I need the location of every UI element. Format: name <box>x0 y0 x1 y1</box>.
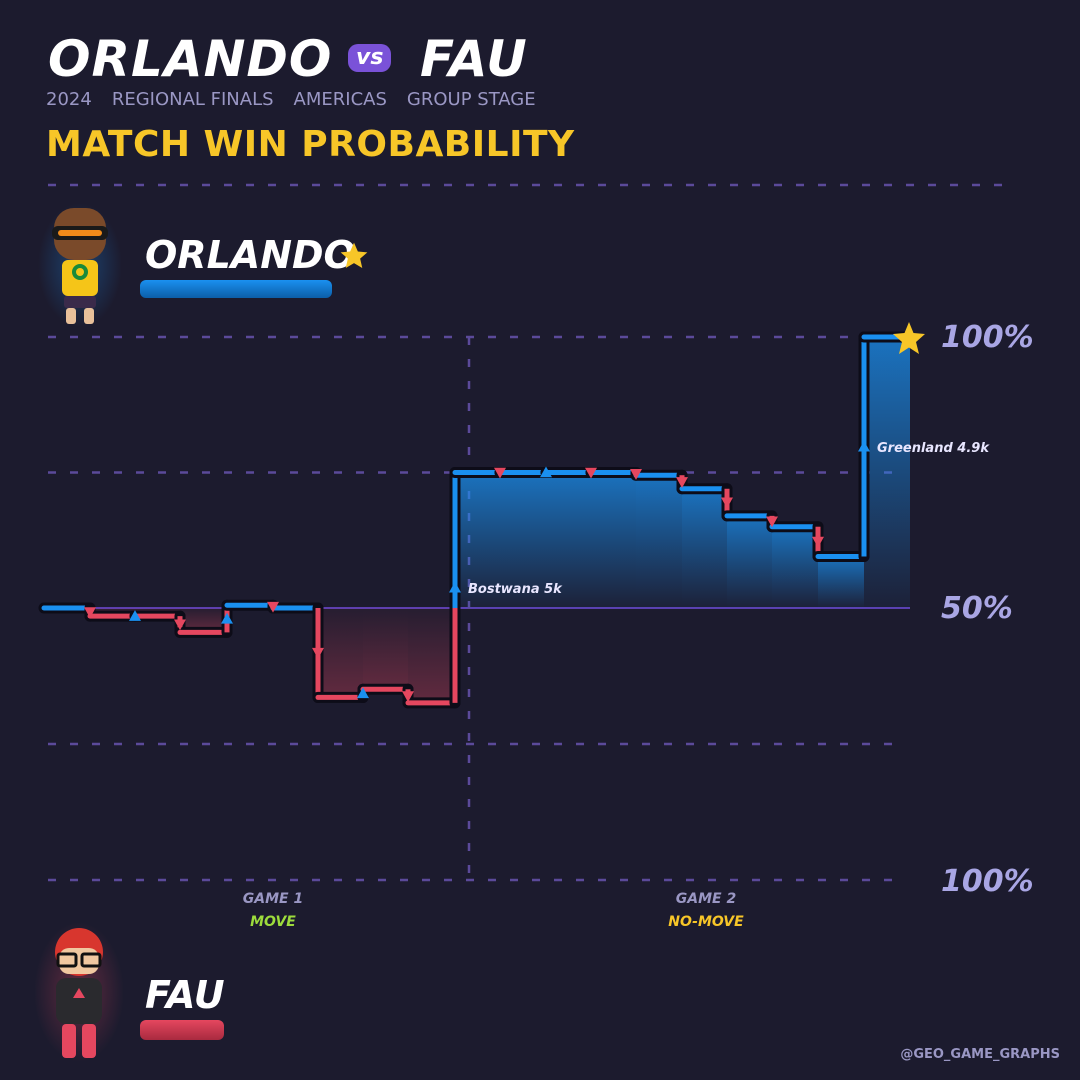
round-marker-15 <box>721 497 733 509</box>
axis-label-bottom: 100% <box>941 864 1034 899</box>
team-b-title: FAU <box>420 30 528 88</box>
round-marker-6 <box>312 647 324 659</box>
game-tag-1: MOVE <box>250 914 296 930</box>
year-label: 2024 <box>46 89 92 110</box>
round-marker-14 <box>676 477 688 488</box>
round-marker-5 <box>267 601 279 613</box>
annotation-bostwana: Bostwana 5k <box>468 582 563 597</box>
area-segment-12 <box>591 472 636 608</box>
round-marker-2 <box>129 610 141 621</box>
region-label: AMERICAS <box>293 89 387 110</box>
game-tag-2: NO-MOVE <box>668 914 744 930</box>
annotation-greenland: Greenland 4.9k <box>877 441 990 456</box>
chart-title: MATCH WIN PROBABILITY <box>46 124 575 165</box>
round-marker-9 <box>449 581 461 593</box>
area-segment-13 <box>636 475 682 608</box>
area-segment-6 <box>318 608 363 698</box>
winner-star-icon <box>893 322 925 354</box>
round-marker-13 <box>630 469 642 480</box>
game-label-1: GAME 1 <box>242 891 304 907</box>
fau-avatar <box>34 922 124 1062</box>
area-segment-8 <box>408 608 455 703</box>
orlando-avatar <box>38 203 122 327</box>
game-label-2: GAME 2 <box>675 891 737 907</box>
subtitle-row: 2024 REGIONAL FINALS AMERICAS GROUP STAG… <box>46 89 536 110</box>
footer-credit: @GEO_GAME_GRAPHS <box>900 1047 1060 1062</box>
round-marker-11 <box>540 466 552 478</box>
area-segment-14 <box>682 488 727 608</box>
area-segment-16 <box>772 526 818 608</box>
vs-badge: vs <box>348 44 392 73</box>
area-segment-7 <box>363 608 408 690</box>
area-segment-10 <box>500 472 546 608</box>
stage-label: GROUP STAGE <box>406 89 536 110</box>
round-marker-12 <box>585 467 597 479</box>
event-label: REGIONAL FINALS <box>111 89 274 110</box>
round-marker-17 <box>812 536 824 548</box>
round-marker-1 <box>84 607 96 619</box>
area-segment-18 <box>864 337 910 608</box>
area-segment-9 <box>455 472 500 608</box>
area-segment-11 <box>546 472 591 608</box>
round-marker-3 <box>174 619 186 631</box>
team-a-title: ORLANDO <box>48 30 333 88</box>
star-icon <box>340 242 368 268</box>
axis-label-mid: 50% <box>941 591 1013 626</box>
fau-underline <box>140 1020 224 1040</box>
area-segment-15 <box>727 515 772 608</box>
axis-label-top: 100% <box>941 320 1034 355</box>
round-marker-10 <box>494 467 506 479</box>
round-marker-7 <box>357 687 369 699</box>
round-marker-4 <box>221 612 233 624</box>
orlando-team-label: ORLANDO <box>145 233 356 277</box>
fau-team-label: FAU <box>145 973 225 1017</box>
round-marker-16 <box>766 516 778 528</box>
orlando-underline <box>140 280 332 298</box>
area-segment-17 <box>818 556 864 608</box>
round-marker-18 <box>858 440 870 452</box>
round-marker-8 <box>402 691 414 703</box>
